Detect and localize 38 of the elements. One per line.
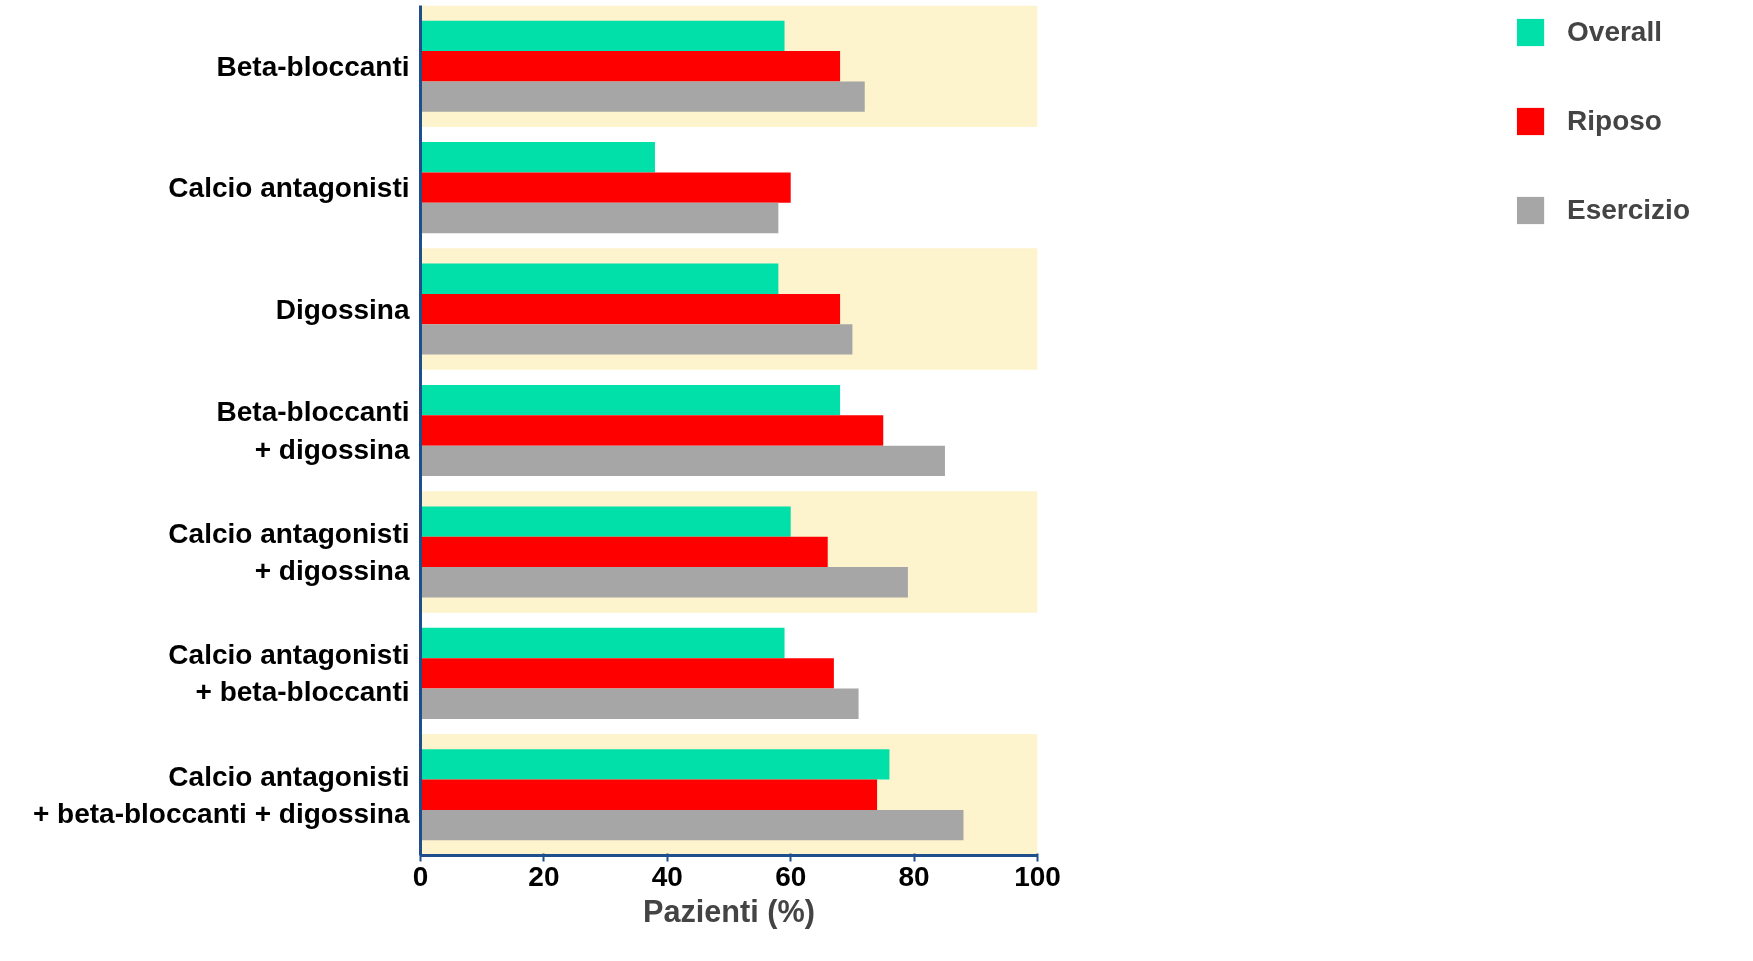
bar <box>420 779 878 810</box>
x-tick-label: 100 <box>1014 860 1061 892</box>
bar <box>420 51 841 82</box>
x-tick-label: 20 <box>528 860 560 892</box>
x-tick-label: 0 <box>412 860 429 892</box>
bar <box>420 293 841 325</box>
x-axis-title: Pazienti (%) <box>642 893 816 929</box>
bar <box>420 506 791 537</box>
legend-label: Overall <box>1567 16 1662 48</box>
bar <box>420 567 908 598</box>
x-tick-label: 80 <box>898 860 930 892</box>
y-tick-label: Calcio antagonisti + beta-bloccanti <box>168 639 410 708</box>
bar <box>420 263 779 294</box>
bar <box>420 445 945 477</box>
bar <box>420 415 884 446</box>
y-tick-label: Beta-bloccanti + digossina <box>216 396 410 465</box>
legend-label: Riposo <box>1567 105 1662 137</box>
y-tick-label: Digossina <box>275 293 410 325</box>
bar <box>420 688 859 719</box>
y-tick-label: Calcio antagonisti + digossina <box>168 517 410 587</box>
legend-label: Esercizio <box>1567 194 1690 226</box>
bar <box>420 658 834 689</box>
y-tick-label: Beta-bloccanti <box>216 50 410 82</box>
y-tick-label: Calcio antagonisti <box>168 172 410 204</box>
x-tick-label: 40 <box>651 860 683 892</box>
bar <box>420 20 785 52</box>
y-tick-label: Calcio antagonisti + beta-bloccanti + digossina <box>32 760 410 829</box>
bar <box>420 627 785 659</box>
bar <box>420 324 853 355</box>
bar <box>420 536 828 568</box>
bar <box>420 172 791 203</box>
bar <box>420 809 964 841</box>
bar <box>420 81 865 112</box>
x-tick-label: 60 <box>775 860 807 892</box>
bar <box>420 384 841 416</box>
bar <box>420 202 779 234</box>
bar <box>420 749 890 780</box>
bar <box>420 142 655 173</box>
